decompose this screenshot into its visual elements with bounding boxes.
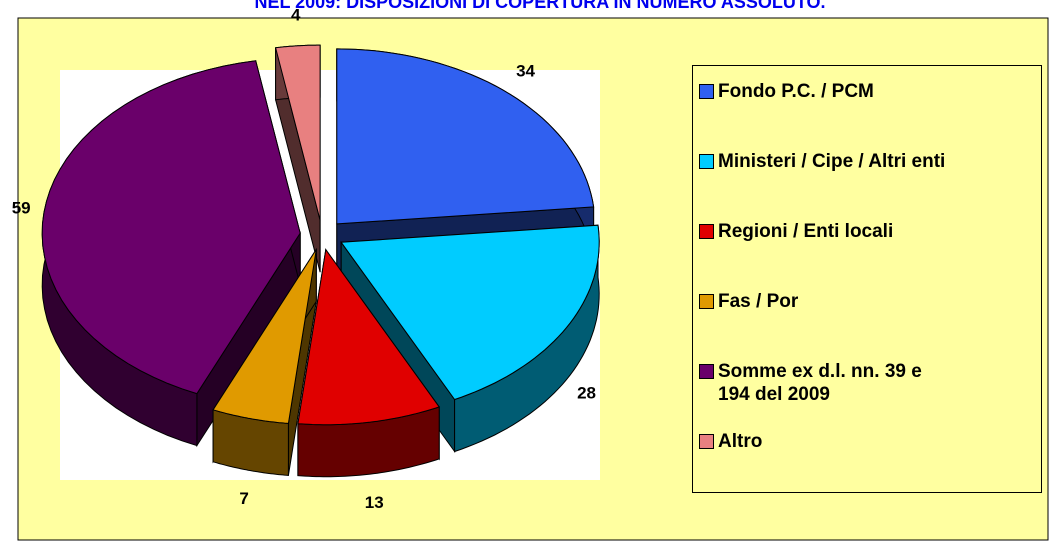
slice-top: [274, 44, 321, 221]
legend-swatch: [699, 294, 714, 309]
data-label: 28: [577, 384, 596, 403]
legend-label: Altro: [718, 431, 763, 452]
slice: [41, 60, 301, 448]
legend-item: Altro: [699, 430, 1041, 500]
legend-swatch: [699, 84, 714, 99]
legend-label: Fondo P.C. / PCM: [718, 81, 874, 102]
legend-item: Fondo P.C. / PCM: [699, 80, 1041, 150]
legend-label: Regioni / Enti locali: [718, 221, 894, 242]
legend-swatch: [699, 434, 714, 449]
legend-swatch: [699, 224, 714, 239]
legend-label: Ministeri / Cipe / Altri enti: [718, 151, 946, 172]
data-label: 34: [516, 62, 535, 81]
slice: [212, 247, 317, 476]
legend-label: Somme ex d.l. nn. 39 e 194 del 2009: [718, 361, 922, 405]
slice-top: [297, 248, 441, 426]
data-label: 59: [12, 198, 31, 217]
legend-item: Somme ex d.l. nn. 39 e 194 del 2009: [699, 360, 1041, 430]
legend: Fondo P.C. / PCM Ministeri / Cipe / Altri…: [692, 65, 1042, 493]
slice: [297, 248, 441, 478]
pie: [41, 44, 600, 478]
data-label: 4: [291, 5, 301, 24]
chart-title: NEL 2009: DISPOSIZIONI DI COPERTURA IN N…: [254, 0, 825, 12]
data-label: 7: [239, 489, 248, 508]
legend-item: Fas / Por: [699, 290, 1041, 360]
slice-top: [336, 48, 595, 225]
legend-item: Regioni / Enti locali: [699, 220, 1041, 290]
data-label: 13: [365, 493, 384, 512]
legend-swatch: [699, 364, 714, 379]
legend-item: Ministeri / Cipe / Altri enti: [699, 150, 1041, 220]
slice: [274, 44, 321, 273]
legend-swatch: [699, 154, 714, 169]
legend-label: Fas / Por: [718, 291, 799, 312]
slice-top: [212, 249, 317, 424]
slice-top: [340, 224, 600, 401]
slice-top: [41, 60, 301, 395]
